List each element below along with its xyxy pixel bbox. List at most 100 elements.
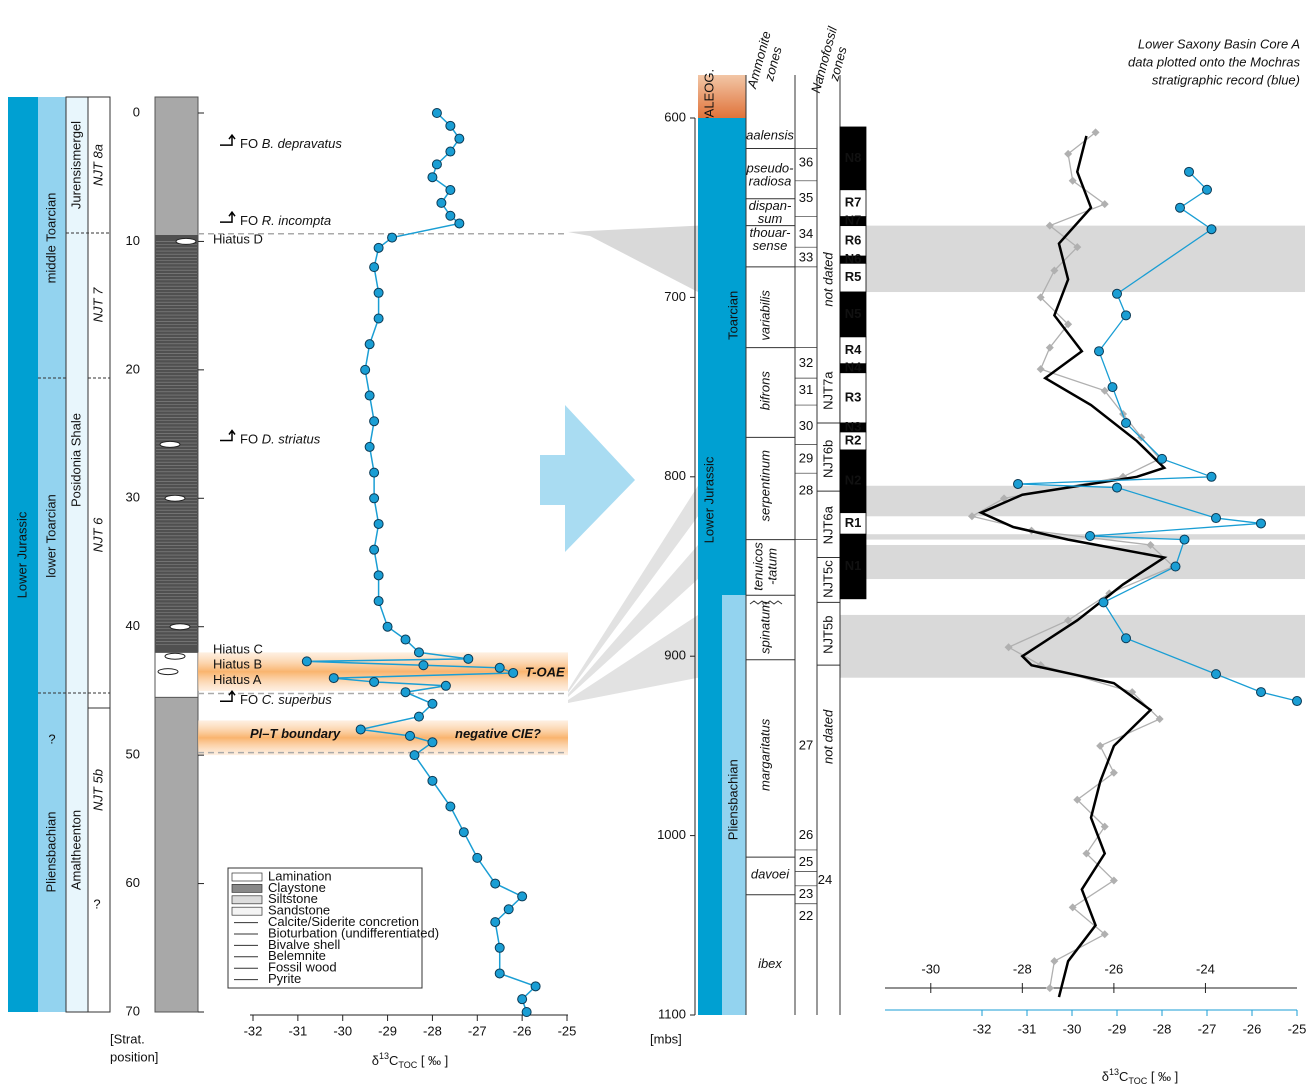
data-point	[1064, 149, 1073, 158]
nanno-zone: not dated	[820, 252, 835, 307]
y-axis-label: [mbs]	[650, 1031, 682, 1046]
data-point	[1050, 266, 1059, 275]
magnetozone-label: N8	[845, 150, 862, 165]
subzone: 27	[799, 737, 813, 752]
data-point	[373, 313, 384, 324]
data-point	[382, 621, 393, 632]
period-label: PALEOG.	[701, 69, 716, 125]
data-point	[1064, 320, 1073, 329]
ammonite-zone: margaritatus	[757, 718, 772, 791]
subzone: 25	[799, 854, 813, 869]
data-point	[436, 197, 447, 208]
x2-tick-label: -25	[1288, 1021, 1307, 1036]
x-tick-label: -30	[333, 1023, 352, 1038]
subzone: 32	[799, 355, 813, 370]
correlation-wedge	[568, 614, 698, 703]
data-point	[1036, 365, 1045, 374]
x-axis-label: δ13CTOC [ ‰ ]	[372, 1051, 449, 1070]
hiatus-label: Hiatus C	[213, 641, 263, 656]
subzone: 34	[799, 226, 813, 241]
event-marker	[220, 689, 236, 702]
stage-label: Pliensbachian	[725, 759, 740, 840]
event-marker	[220, 210, 236, 223]
event-taxon: D. striatus	[262, 432, 321, 447]
y-tick-label: 1000	[657, 827, 686, 842]
x2-tick-label: -26	[1243, 1021, 1262, 1036]
data-point	[530, 981, 541, 992]
highlight: negative CIE?	[455, 726, 541, 741]
data-point	[517, 891, 528, 902]
event-prefix: FO	[240, 693, 258, 708]
data-point	[1096, 741, 1105, 750]
nanno-column	[87, 96, 111, 1013]
data-point	[508, 667, 519, 678]
magnetozone	[839, 262, 867, 293]
legend-label: Belemnite	[268, 948, 326, 963]
magnetozone-label: N6	[845, 251, 862, 266]
nanno-zone: NJT7a	[820, 371, 835, 410]
x2-tick-label: -30	[1063, 1021, 1082, 1036]
data-point	[1050, 957, 1059, 966]
data-point	[1064, 616, 1073, 625]
data-point	[517, 994, 528, 1005]
magnetozone-label: N1	[845, 558, 862, 573]
data-point	[427, 737, 438, 748]
concretion	[157, 668, 179, 676]
x-tick-label: -26	[1104, 961, 1123, 976]
label-part: 13	[1109, 1067, 1119, 1077]
data-point	[1013, 478, 1023, 489]
data-point	[360, 364, 371, 375]
magnetozone-label: N3	[845, 419, 862, 434]
magnetozone-label: R2	[845, 432, 862, 447]
data-point	[373, 518, 384, 529]
data-point	[369, 416, 380, 427]
magnetozone	[839, 189, 867, 218]
chart-title: Lower Saxony Basin Core A	[1138, 36, 1300, 51]
legend-label: Bivalve shell	[268, 937, 340, 952]
label-part: [ ‰ ]	[1147, 1069, 1178, 1084]
correlation-band	[840, 614, 1305, 678]
subzone: 26	[799, 827, 813, 842]
data-point	[1256, 518, 1266, 529]
data-point	[369, 467, 380, 478]
concretion	[164, 652, 186, 660]
data-point	[454, 133, 465, 144]
stage-label: middle Toarcian	[43, 193, 58, 284]
stage-label: Pliensbachian	[43, 812, 58, 893]
event-marker	[220, 133, 236, 146]
data-point	[463, 653, 474, 664]
era-label: Lower Jurassic	[701, 456, 716, 543]
legend-swatch	[231, 884, 263, 893]
legend-label: Pyrite	[268, 971, 301, 986]
ammonite-zone: variabilis	[757, 290, 772, 341]
hiatus-label: Hiatus A	[213, 672, 262, 687]
stage-label: lower Toarcian	[43, 494, 58, 578]
nanno-zone: NJT 8a	[90, 144, 105, 186]
y-axis-label: [Strat.	[110, 1031, 145, 1046]
magnetozone-label: R6	[845, 232, 862, 247]
subzone: 23	[799, 886, 813, 901]
data-point	[1112, 482, 1122, 493]
event-marker	[220, 429, 236, 442]
nanno-query: ?	[93, 896, 100, 911]
data-point	[409, 750, 420, 761]
data-point	[1036, 293, 1045, 302]
data-point	[494, 942, 505, 953]
data-point	[445, 185, 456, 196]
event-label: FO D. striatus	[240, 432, 321, 447]
data-point	[373, 242, 384, 253]
y-tick-label: 0	[133, 104, 140, 119]
data-point	[1094, 346, 1104, 357]
data-point	[1170, 561, 1181, 572]
data-point	[490, 917, 501, 928]
data-point	[328, 673, 339, 684]
data-point	[1098, 597, 1109, 608]
data-point	[1157, 453, 1167, 464]
y-tick-label: 20	[126, 361, 140, 376]
y-tick-label: 70	[126, 1003, 140, 1018]
data-point	[1091, 128, 1100, 137]
magnetozone-label: R4	[845, 342, 862, 357]
data-point	[1045, 221, 1054, 230]
ammonite-zone: serpentinum	[757, 450, 772, 522]
